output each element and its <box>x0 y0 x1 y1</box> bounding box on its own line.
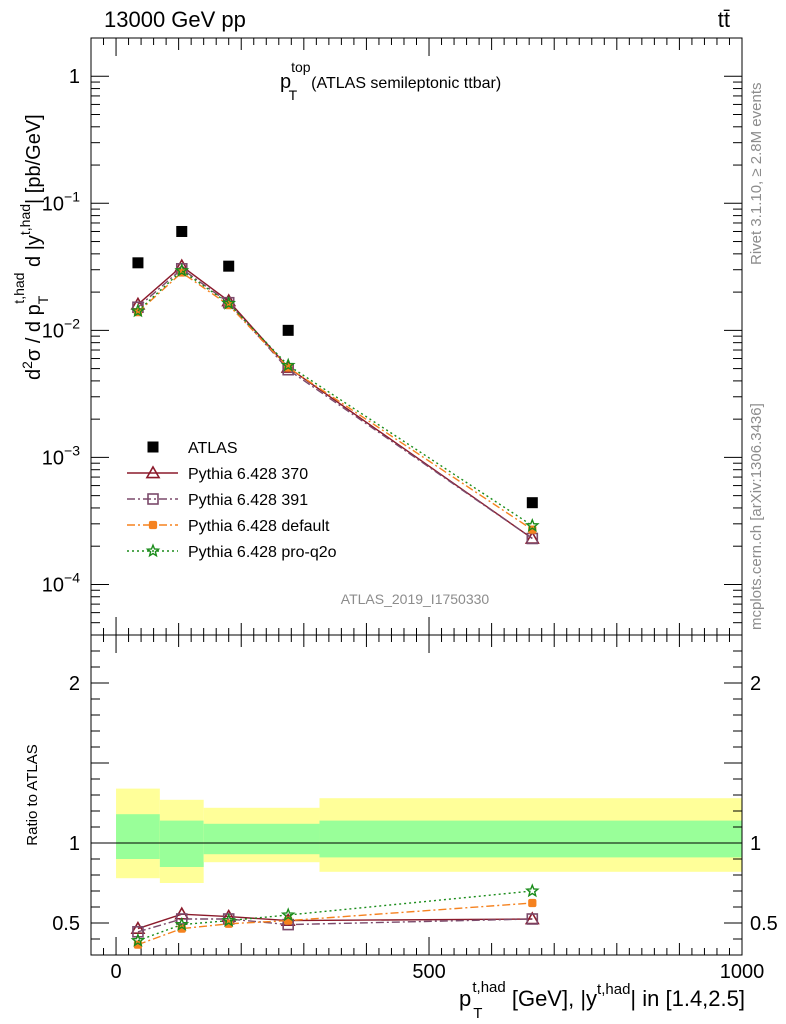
ratio-data-point <box>221 912 237 927</box>
ratio-data-point <box>528 898 537 908</box>
uncertainty-band-inner <box>116 814 160 859</box>
ratio-y-tick-label-right: 1 <box>750 833 761 855</box>
uncertainty-band-inner <box>319 820 742 858</box>
main-data-point <box>524 517 540 532</box>
main-y-tick-label: 10−4 <box>42 569 80 596</box>
uncertainty-band-inner <box>159 820 204 867</box>
legend-label: Pythia 6.428 391 <box>188 492 308 509</box>
main-data-point <box>132 257 144 269</box>
legend-marker <box>147 441 159 453</box>
main-data-point <box>176 225 188 237</box>
ratio-series-line <box>137 918 533 933</box>
ratio-series-line <box>137 890 533 942</box>
mcplots-label: mcplots.cern.ch [arXiv:1306.3436] <box>748 403 765 630</box>
legend-marker <box>145 543 161 558</box>
main-data-point <box>130 303 146 318</box>
main-series-line <box>137 269 533 527</box>
legend-marker <box>147 493 159 505</box>
plot-title: ptop T(ATLAS semileptonic ttbar) <box>280 59 501 103</box>
x-axis-label: pTt,had [GeV], |yt,had| in [1.4,2.5] <box>459 979 745 1022</box>
ratio-frame <box>90 634 743 956</box>
main-y-tick-label: 1 <box>69 66 80 88</box>
x-tick-label: 1000 <box>720 961 765 983</box>
uncertainty-band-inner <box>203 823 320 855</box>
energy-label: 13000 GeV pp <box>104 7 246 32</box>
main-data-point <box>526 497 538 509</box>
ratio-data-point <box>524 883 540 898</box>
ratio-y-tick-label: 0.5 <box>52 913 80 935</box>
ratio-y-tick-label-right: 0.5 <box>750 913 778 935</box>
ratio-y-tick-label: 1 <box>69 833 80 855</box>
main-data-point <box>282 324 294 336</box>
main-y-axis-label: d2σ / d pTt,had d |yt,had| [pb/GeV] <box>11 114 51 380</box>
legend: ATLAS Pythia 6.428 370 Pythia 6.428 391 Pyt… <box>127 440 337 561</box>
legend-label: ATLAS <box>188 440 238 457</box>
x-tick-label: 0 <box>110 961 121 983</box>
analysis-watermark: ATLAS_2019_I1750330 <box>341 591 490 607</box>
main-plot-panel: 1 10−1 10−2 10−3 10−4 <box>42 37 743 636</box>
ratio-plot-panel: 0.5 0.5 1 1 2 2 0 500 1000 <box>52 634 778 983</box>
main-data-point <box>223 260 235 272</box>
main-data-point <box>280 357 296 372</box>
ratio-data-point <box>280 907 296 922</box>
main-y-tick-label: 10−3 <box>42 442 80 469</box>
ratio-data-point <box>130 932 146 947</box>
main-y-tick-label: 10−1 <box>42 188 80 215</box>
ratio-y-axis-label: Ratio to ATLAS <box>24 744 41 845</box>
legend-marker <box>148 520 158 530</box>
main-data-point <box>221 295 237 310</box>
legend-label: Pythia 6.428 default <box>188 518 330 535</box>
x-tick-label: 500 <box>412 961 445 983</box>
ratio-data-point <box>174 916 190 931</box>
ratio-data-point <box>526 913 539 925</box>
ratio-series-line <box>137 913 533 930</box>
legend-label: Pythia 6.428 pro-q2o <box>188 544 337 561</box>
main-y-tick-label: 10−2 <box>42 315 80 342</box>
ratio-y-tick-label-right: 2 <box>750 673 761 695</box>
main-data-point <box>174 262 190 277</box>
rivet-version-label: Rivet 3.1.10, ≥ 2.8M events <box>748 83 765 266</box>
legend-label: Pythia 6.428 370 <box>188 466 308 483</box>
ratio-y-tick-label: 2 <box>69 673 80 695</box>
legend-marker <box>145 465 161 479</box>
process-label: tt̄ <box>718 7 730 32</box>
